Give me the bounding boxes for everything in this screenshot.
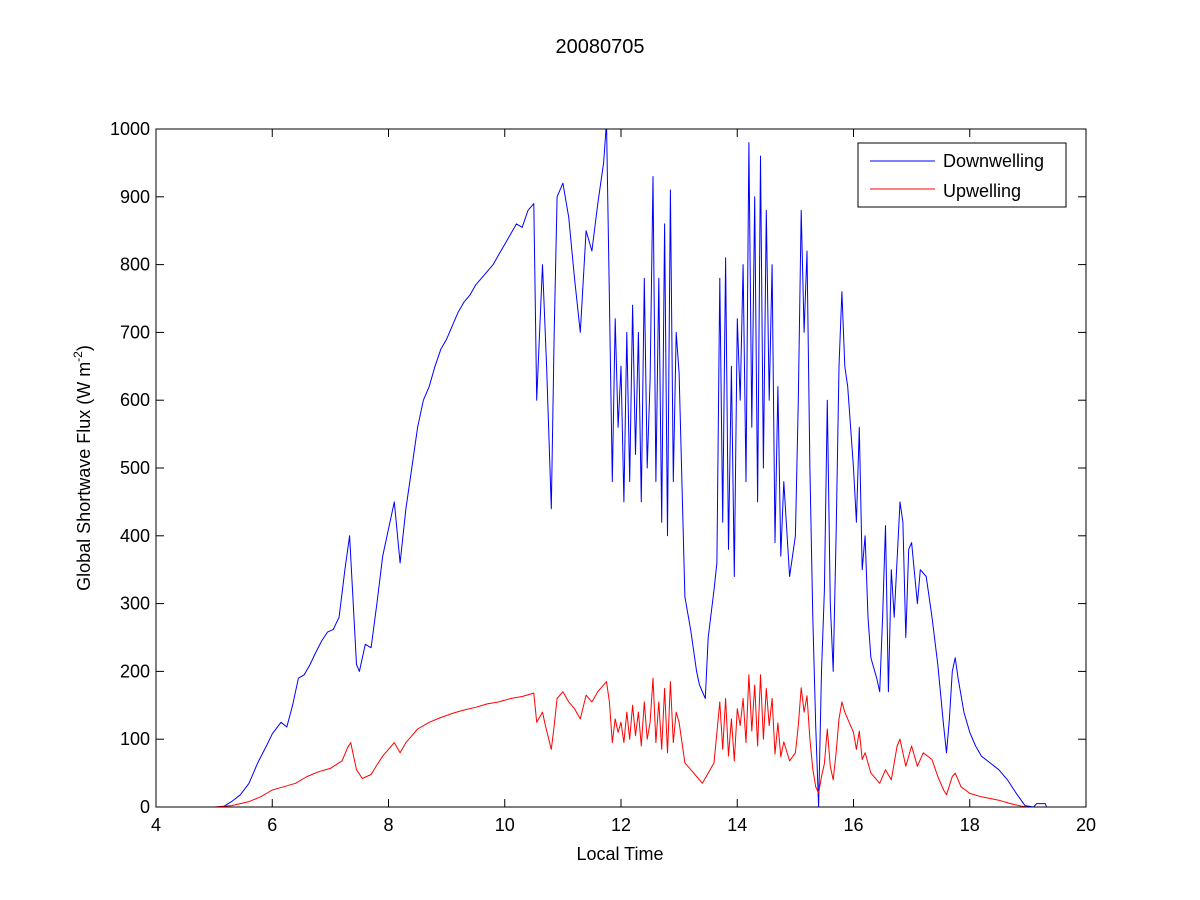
y-tick-label: 200 [120,661,150,681]
y-tick-label: 900 [120,187,150,207]
x-tick-label: 6 [267,815,277,835]
series-line-downwelling [222,129,1047,807]
y-tick-label: 800 [120,255,150,275]
y-tick-label: 1000 [110,119,150,139]
y-tick-label: 100 [120,729,150,749]
legend-box [857,142,1067,208]
y-tick-label: 0 [140,797,150,817]
series-layer [214,129,1047,807]
x-tick-label: 16 [843,815,863,835]
y-axis-label-superscript: -2 [71,351,85,362]
x-tick-label: 20 [1076,815,1096,835]
legend-label-downwelling: Downwelling [943,151,1044,171]
x-tick-label: 4 [151,815,161,835]
x-axis: 4 6 8 10 12 14 16 18 20 [151,129,1096,835]
x-tick-label: 8 [383,815,393,835]
y-axis: 0 100 200 300 400 500 600 700 800 900 1000 [110,119,1086,817]
y-tick-label: 700 [120,322,150,342]
x-tick-label: 14 [727,815,747,835]
legend-label-upwelling: Upwelling [943,181,1021,201]
x-tick-label: 12 [611,815,631,835]
y-tick-label: 600 [120,390,150,410]
y-tick-label: 400 [120,526,150,546]
y-tick-label: 300 [120,594,150,614]
plot-area [155,128,1087,808]
x-tick-label: 18 [960,815,980,835]
x-tick-label: 10 [495,815,515,835]
plot-background [156,129,1086,807]
y-axis-label-main: Global Shortwave Flux (W m [74,362,94,591]
x-axis-label: Local Time [576,844,663,864]
series-line-upwelling [214,674,1028,807]
chart-title: 20080705 [556,36,645,58]
y-axis-label: Global Shortwave Flux (W m-2) [71,345,94,591]
y-axis-label-end: ) [74,345,94,351]
y-tick-label: 500 [120,458,150,478]
legend: Downwelling Upwelling [857,142,1067,208]
